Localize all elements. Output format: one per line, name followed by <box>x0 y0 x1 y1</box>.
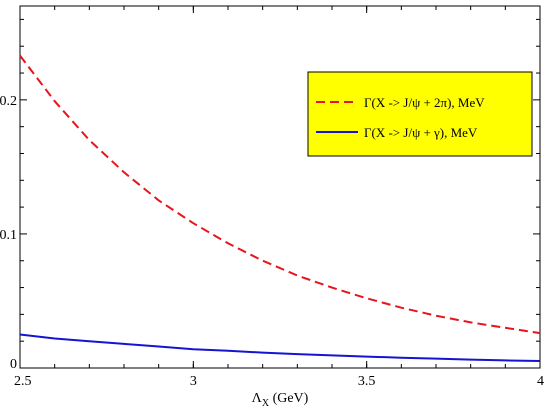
legend-label-2: Γ(X -> J/ψ + γ), MeV <box>364 125 478 140</box>
x-tick-label: 2.5 <box>14 374 32 389</box>
x-tick-label: 3 <box>190 374 197 389</box>
legend: Γ(X -> J/ψ + 2π), MeV Γ(X -> J/ψ + γ), Me… <box>307 71 533 157</box>
x-axis-label-sub: X <box>262 398 270 408</box>
x-axis-label-main: Λ <box>252 391 263 406</box>
plot-area-frame <box>19 5 541 369</box>
x-axis-label-unit: (GeV) <box>269 391 309 406</box>
legend-items: Γ(X -> J/ψ + 2π), MeV Γ(X -> J/ψ + γ), Me… <box>316 95 485 140</box>
y-tick-label: 0.2 <box>0 94 17 109</box>
x-tick-label: 4 <box>537 374 544 389</box>
y-tick-label: 0.1 <box>0 228 17 243</box>
x-axis-label: ΛX (GeV) <box>252 391 309 408</box>
y-tick-label: 0 <box>10 357 17 372</box>
legend-box <box>307 71 533 157</box>
x-tick-label: 3.5 <box>358 374 376 389</box>
legend-label-1: Γ(X -> J/ψ + 2π), MeV <box>364 95 485 110</box>
ticks-layer: 2.5 3 3.5 4 0 0.1 0.2 <box>0 6 544 389</box>
series-line-2 <box>19 333 541 362</box>
series-line-1 <box>19 54 541 335</box>
series-layer <box>19 54 541 362</box>
